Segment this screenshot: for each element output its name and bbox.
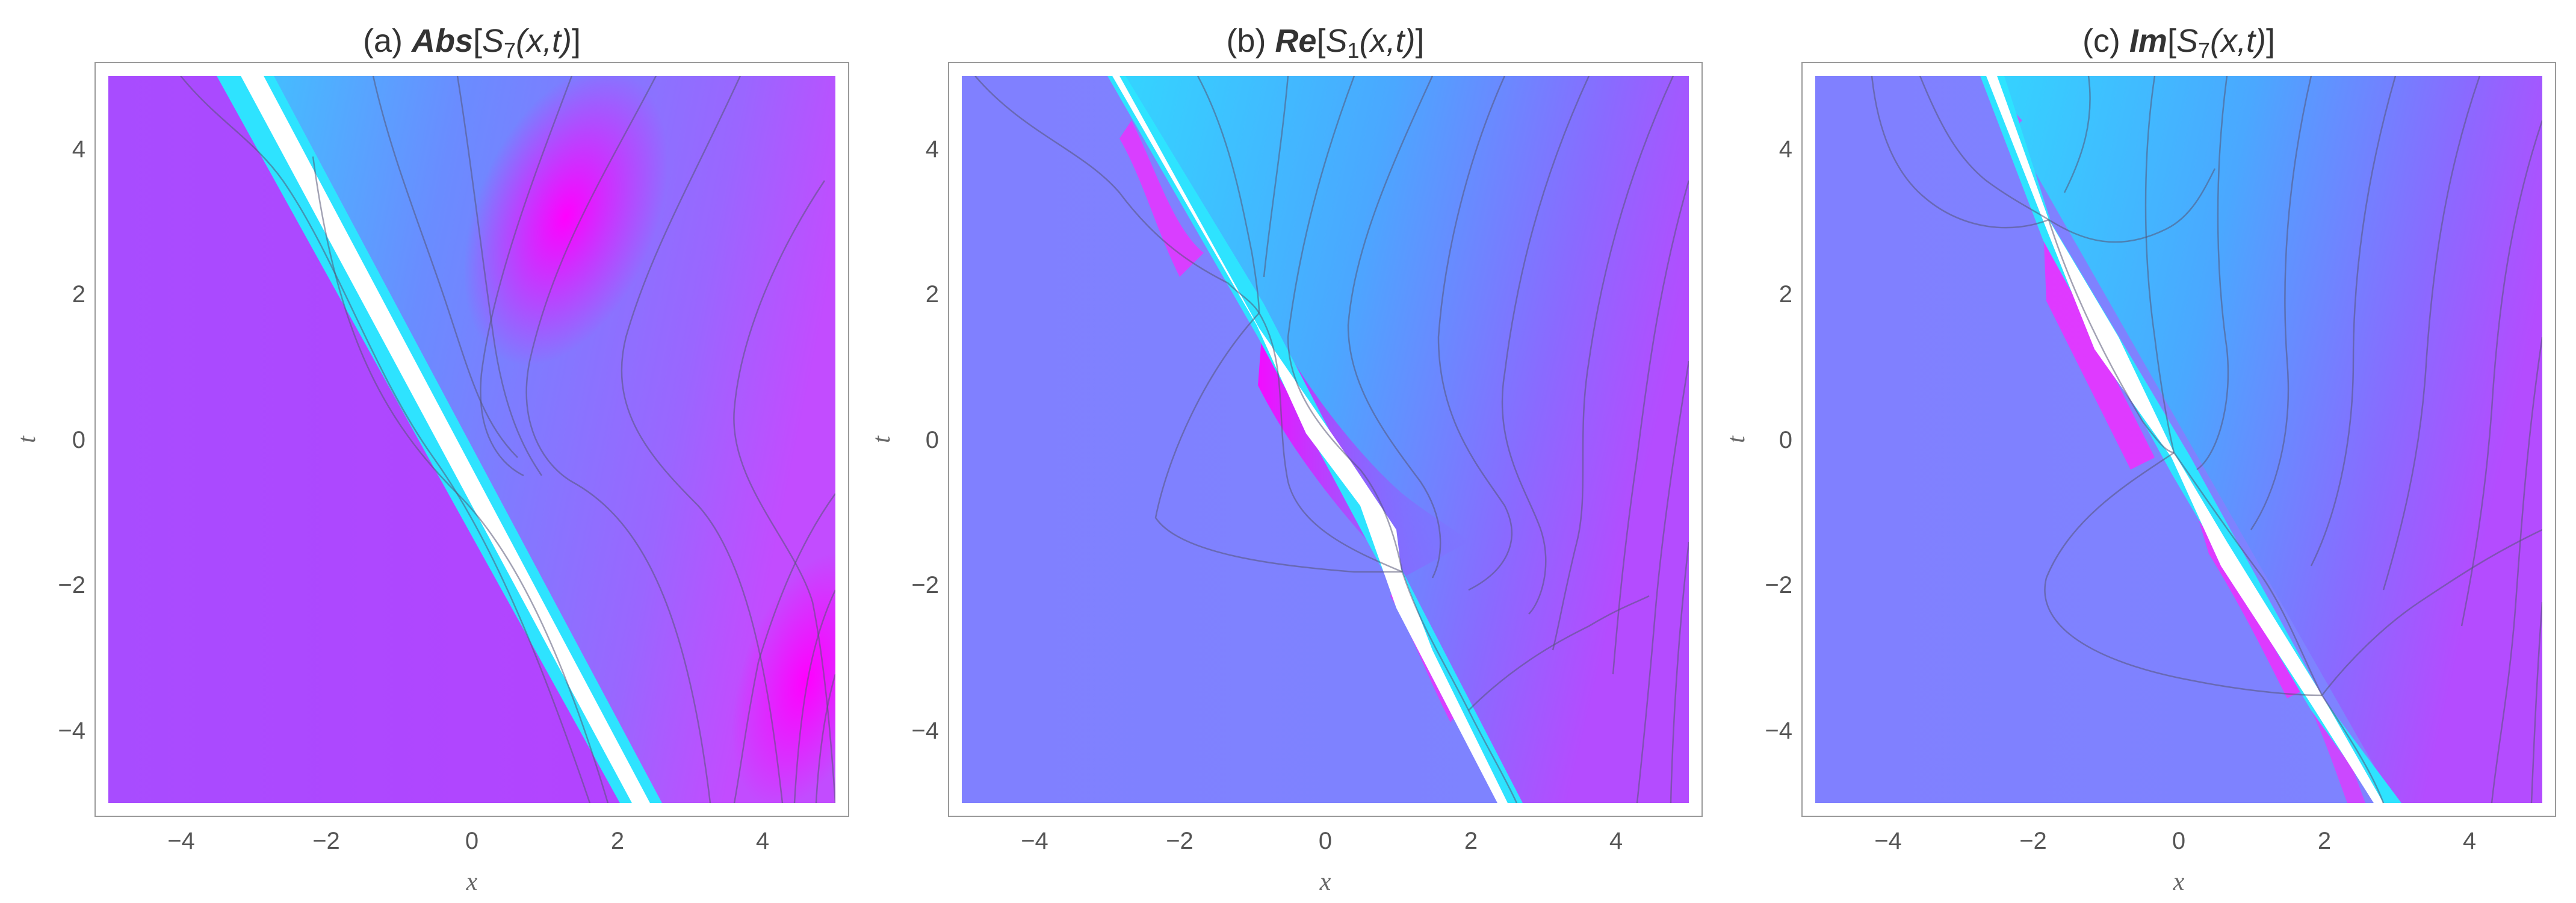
- panel-b-xtick-label: 4: [1609, 828, 1623, 854]
- panel-a-xlabel: x: [466, 868, 478, 896]
- panel-a-y-ticks: −4 −2 0 2 4: [58, 136, 85, 744]
- panel-a-title-args: (x,t): [516, 23, 572, 59]
- panel-a-xtick-label: −4: [167, 828, 195, 854]
- panel-a-xtick-label: −2: [312, 828, 340, 854]
- panel-c-title-open: [: [2167, 23, 2176, 59]
- panel-b-right-region: [1113, 76, 1689, 803]
- panel-b-singular-line: [1112, 76, 1508, 803]
- panel-c-plot-area: [1815, 76, 2542, 803]
- panel-c-title-args: (x,t): [2210, 23, 2266, 59]
- panel-c-xtick-label: −2: [2019, 828, 2047, 854]
- panel-c-ytick-label: 0: [1779, 427, 1792, 453]
- panel-b-xlabel: x: [1319, 868, 1331, 896]
- panel-b-y-ticks: −4 −2 0 2 4: [911, 136, 939, 744]
- panel-c-y-ticks: −4 −2 0 2 4: [1765, 136, 1792, 744]
- panel-a-title-open: [: [473, 23, 482, 59]
- panel-a-xtick-label: 0: [465, 828, 478, 854]
- panel-b-title-op: Re: [1275, 23, 1316, 59]
- panel-a-title-sym: S: [482, 23, 504, 59]
- panel-c-title-close: ]: [2266, 23, 2275, 59]
- panel-a-frame: [94, 62, 849, 817]
- panel-c-title-sym: S: [2176, 23, 2198, 59]
- panel-b-ytick-label: −2: [911, 572, 939, 598]
- panel-b-title-args: (x,t): [1360, 23, 1416, 59]
- panel-c-title-sub: 7: [2198, 38, 2210, 63]
- panel-c-x-ticks: −4 −2 0 2 4: [1874, 828, 2476, 854]
- panel-b-title-sub: 1: [1348, 38, 1360, 63]
- panel-a-singular-line: [241, 76, 650, 803]
- panel-b-ytick-label: 2: [926, 281, 939, 308]
- panel-c-xtick-label: 0: [2172, 828, 2185, 854]
- panel-a-title-op: Abs: [410, 23, 473, 59]
- panel-b-magenta-band: [1258, 307, 1469, 578]
- panel-b-x-ticks: −4 −2 0 2 4: [1021, 828, 1623, 854]
- panel-c: (c) Im[S7(x,t)]: [1723, 23, 2556, 896]
- panel-b-plot-area: [962, 76, 1689, 803]
- panel-a-right-region: [244, 76, 835, 803]
- panel-c-xlabel: x: [2173, 868, 2185, 896]
- panel-a-ytick-label: −4: [58, 718, 85, 744]
- panel-b-title-prefix: (b): [1226, 23, 1275, 59]
- panel-c-contours: [1871, 76, 2542, 803]
- panel-b-xtick-label: 0: [1319, 828, 1332, 854]
- panel-c-xtick-label: −4: [1874, 828, 1902, 854]
- panel-a-x-ticks: −4 −2 0 2 4: [167, 828, 769, 854]
- panel-a-peak-lower: [731, 553, 835, 803]
- panel-c-xtick-label: 4: [2463, 828, 2476, 854]
- panel-b-title-sym: S: [1325, 23, 1347, 59]
- panel-b-ytick-label: −4: [911, 718, 939, 744]
- panel-b-xtick-label: −2: [1166, 828, 1194, 854]
- panel-a-xtick-label: 4: [756, 828, 769, 854]
- panel-a: (a) Abs[S7(x,t)]: [13, 23, 849, 896]
- panel-a-title-close: ]: [572, 23, 581, 59]
- panel-c-title-prefix: (c): [2082, 23, 2129, 59]
- panel-a-title-sub: 7: [504, 38, 516, 63]
- panel-c-title: (c) Im[S7(x,t)]: [2082, 23, 2275, 63]
- panel-c-ytick-label: 4: [1779, 136, 1792, 163]
- panel-b-title: (b) Re[S1(x,t)]: [1226, 23, 1424, 63]
- panel-a-title-prefix: (a): [363, 23, 412, 59]
- panel-a-ytick-label: 0: [72, 427, 85, 453]
- panel-a-title: (a) Abs[S7(x,t)]: [363, 23, 581, 63]
- panel-b-ytick-label: 4: [926, 136, 939, 163]
- panel-c-ytick-label: −2: [1765, 572, 1792, 598]
- panel-b-xtick-label: 2: [1464, 828, 1478, 854]
- panel-a-ytick-label: 2: [72, 281, 85, 308]
- panel-b-title-open: [: [1316, 23, 1325, 59]
- panel-c-title-op: Im: [2129, 23, 2167, 59]
- panel-a-contours: [180, 76, 835, 803]
- panel-a-ytick-label: 4: [72, 136, 85, 163]
- panel-a-ylabel: t: [13, 435, 41, 443]
- panel-b-magenta-upper: [1119, 120, 1204, 277]
- panel-a-plot-area: [108, 76, 835, 803]
- panel-a-peak-upper: [463, 76, 668, 366]
- panel-b-title-close: ]: [1416, 23, 1425, 59]
- panel-c-right-region: [1980, 76, 2542, 803]
- panel-c-ytick-label: −4: [1765, 718, 1792, 744]
- panel-b-xtick-label: −4: [1021, 828, 1048, 854]
- panel-a-xtick-label: 2: [611, 828, 624, 854]
- panel-b: (b) Re[S1(x,t)]: [868, 23, 1703, 896]
- panel-b-frame: [948, 62, 1703, 817]
- panel-b-ylabel: t: [868, 435, 896, 443]
- panel-c-frame: [1801, 62, 2556, 817]
- panel-b-contours: [974, 76, 1689, 803]
- panel-c-xtick-label: 2: [2318, 828, 2331, 854]
- panel-c-ylabel: t: [1723, 435, 1750, 443]
- panel-b-ytick-label: 0: [926, 427, 939, 453]
- panel-c-ytick-label: 2: [1779, 281, 1792, 308]
- panel-a-ytick-label: −2: [58, 572, 85, 598]
